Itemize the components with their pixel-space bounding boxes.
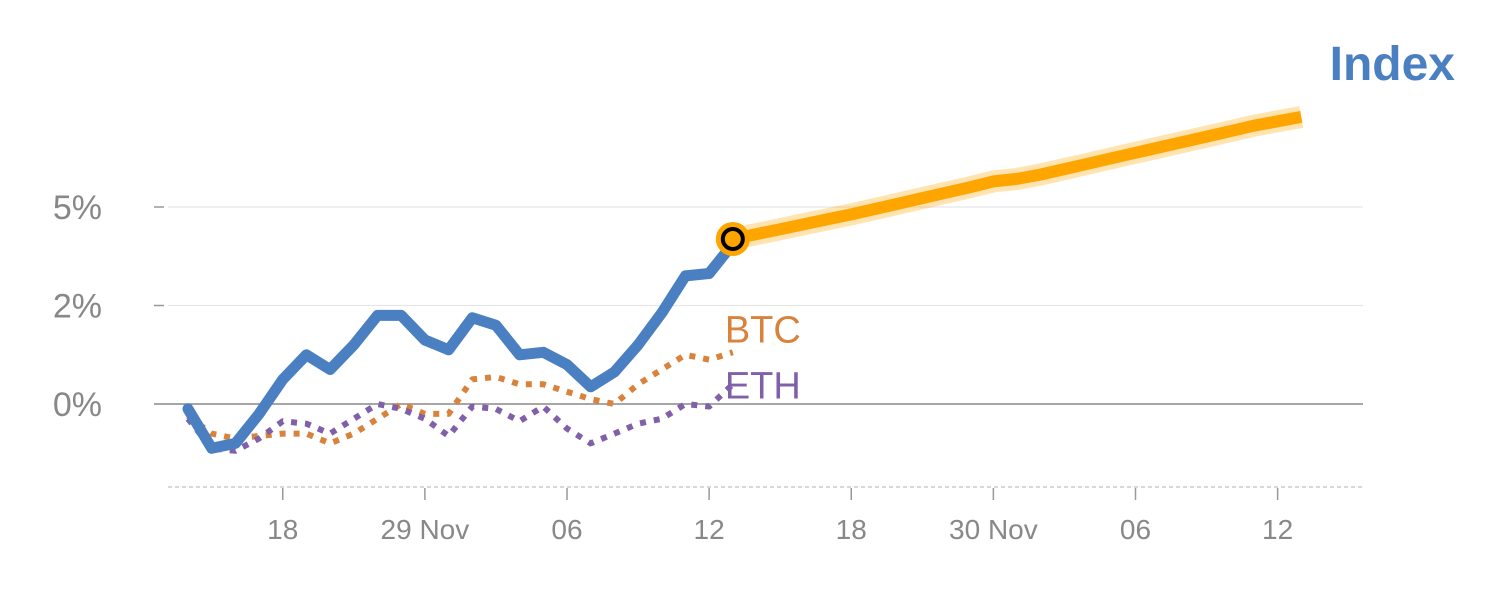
current-point-marker [720,227,745,252]
series-line-forecast [731,111,1303,245]
axis-layer: 0% 2% 5% 18 29 Nov 06 12 18 30 Nov 06 12 [53,189,1365,545]
current-point-marker-outer [715,222,750,257]
label-layer: BTC ETH [715,222,801,407]
x-tick-label: 12 [694,514,725,545]
x-tick-label: 06 [1120,514,1151,545]
y-tick-label: 0% [53,386,102,424]
x-tick-label: 30 Nov [949,514,1038,545]
x-tick-label: 12 [1262,514,1293,545]
x-tick-label: 18 [836,514,867,545]
series-label-eth: ETH [725,365,801,407]
chart-title: Index [1330,38,1456,91]
series-line-index [182,238,739,454]
series-line-btc [186,349,734,447]
grid-layer [168,206,1363,307]
x-tick-label: 18 [267,514,298,545]
x-tick-label: 06 [551,514,582,545]
series-layer [182,106,1304,454]
series-line-eth [185,382,735,454]
y-tick-label: 5% [53,189,102,227]
x-tick-label: 29 Nov [381,514,470,545]
series-label-btc: BTC [725,309,801,351]
y-tick-label: 2% [53,288,102,326]
